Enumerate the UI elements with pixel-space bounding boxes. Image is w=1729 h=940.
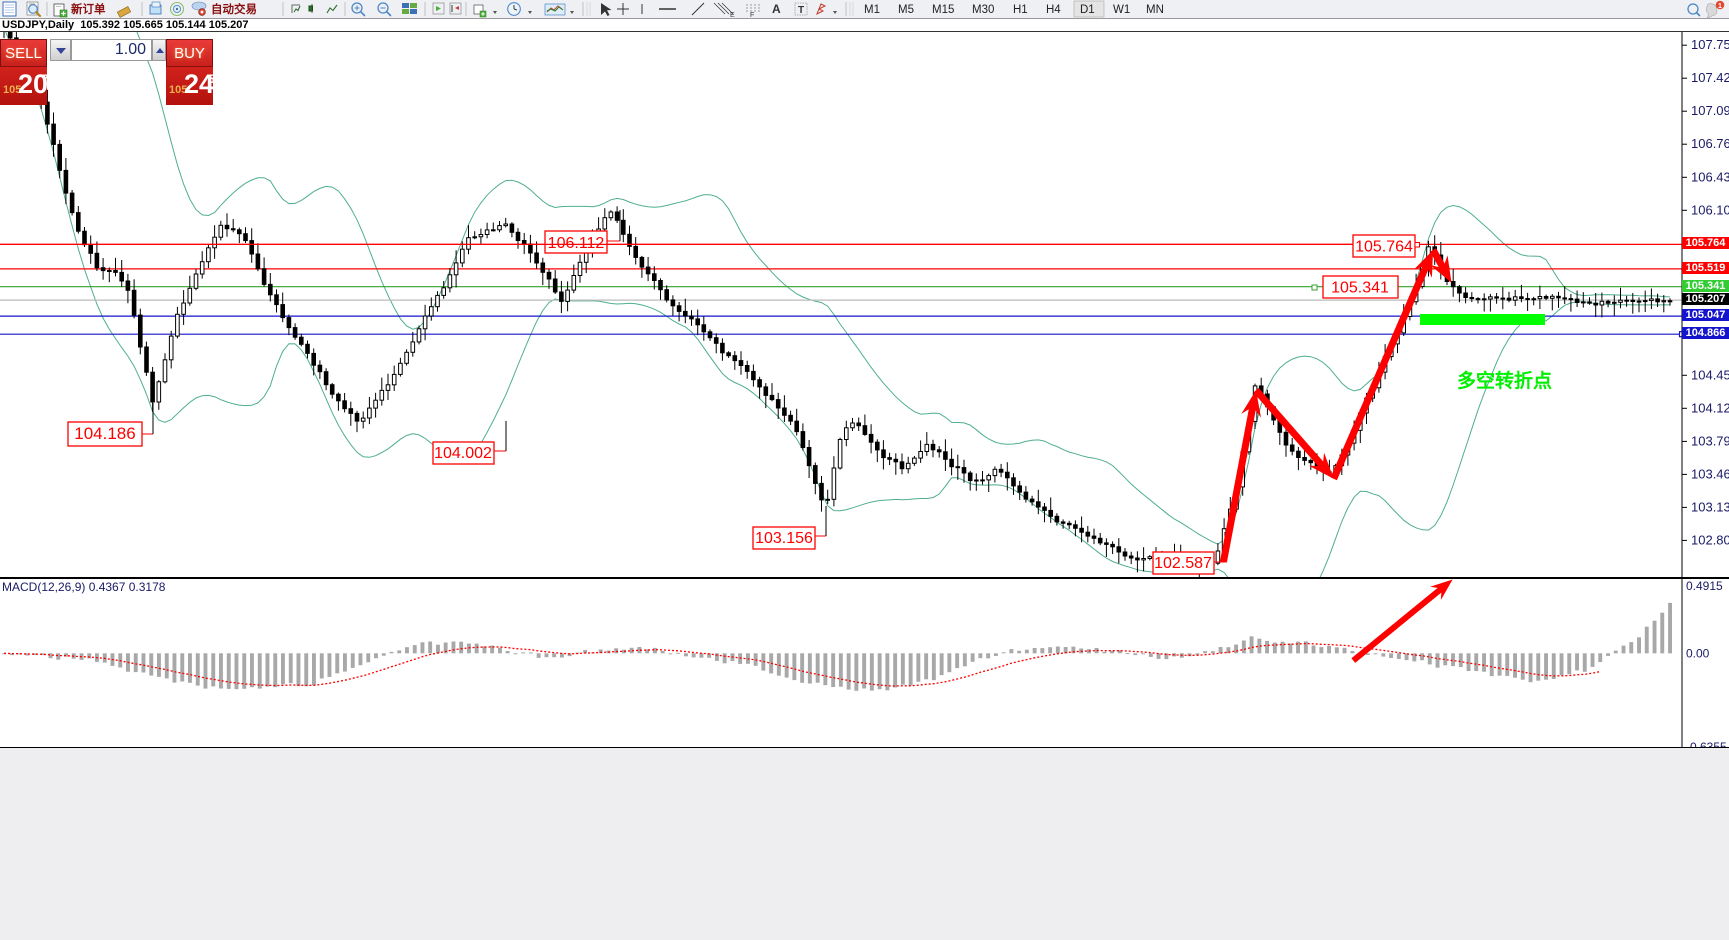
svg-text:M5: M5 xyxy=(898,4,914,16)
svg-text:H4: H4 xyxy=(1046,4,1061,16)
svg-text:M15: M15 xyxy=(932,4,954,16)
svg-text:1: 1 xyxy=(1718,3,1722,10)
svg-text:D1: D1 xyxy=(1080,4,1095,16)
svg-text:E: E xyxy=(730,12,735,18)
svg-text:F: F xyxy=(750,12,754,18)
svg-text:MACD(12,26,9) 0.4367 0.3178: MACD(12,26,9) 0.4367 0.3178 xyxy=(2,580,166,594)
svg-text:107.425: 107.425 xyxy=(1691,70,1729,85)
svg-text:106.105: 106.105 xyxy=(1691,202,1729,217)
svg-text:103.156: 103.156 xyxy=(755,530,813,547)
svg-text:A: A xyxy=(772,2,781,16)
svg-text:-0.6355: -0.6355 xyxy=(1686,740,1727,747)
svg-text:MN: MN xyxy=(1146,4,1164,16)
svg-text:多空转折点: 多空转折点 xyxy=(1457,369,1552,392)
svg-text:104.186: 104.186 xyxy=(74,424,135,443)
svg-text:106.112: 106.112 xyxy=(548,235,605,252)
svg-text:W1: W1 xyxy=(1113,4,1130,16)
svg-text:M1: M1 xyxy=(864,4,880,16)
svg-text:104.125: 104.125 xyxy=(1691,400,1729,415)
svg-text:102.805: 102.805 xyxy=(1691,532,1729,547)
svg-text:0.00: 0.00 xyxy=(1686,646,1710,660)
svg-text:103.465: 103.465 xyxy=(1691,466,1729,481)
svg-text:104.455: 104.455 xyxy=(1691,367,1729,382)
svg-text:自动交易: 自动交易 xyxy=(211,2,257,16)
svg-text:0.4915: 0.4915 xyxy=(1686,579,1723,593)
svg-text:103.795: 103.795 xyxy=(1691,433,1729,448)
svg-text:新订单: 新订单 xyxy=(71,2,106,16)
svg-text:M30: M30 xyxy=(972,4,994,16)
svg-text:103.135: 103.135 xyxy=(1691,499,1729,514)
svg-text:105.341: 105.341 xyxy=(1331,280,1389,297)
svg-text:104.002: 104.002 xyxy=(434,445,492,462)
svg-text:106.435: 106.435 xyxy=(1691,169,1729,184)
svg-text:H1: H1 xyxy=(1013,4,1028,16)
svg-text:107.755: 107.755 xyxy=(1691,37,1729,52)
svg-text:106.765: 106.765 xyxy=(1691,136,1729,151)
svg-text:T: T xyxy=(798,5,804,16)
svg-text:102.587: 102.587 xyxy=(1154,555,1212,572)
svg-text:107.095: 107.095 xyxy=(1691,103,1729,118)
svg-text:105.764: 105.764 xyxy=(1355,239,1413,256)
